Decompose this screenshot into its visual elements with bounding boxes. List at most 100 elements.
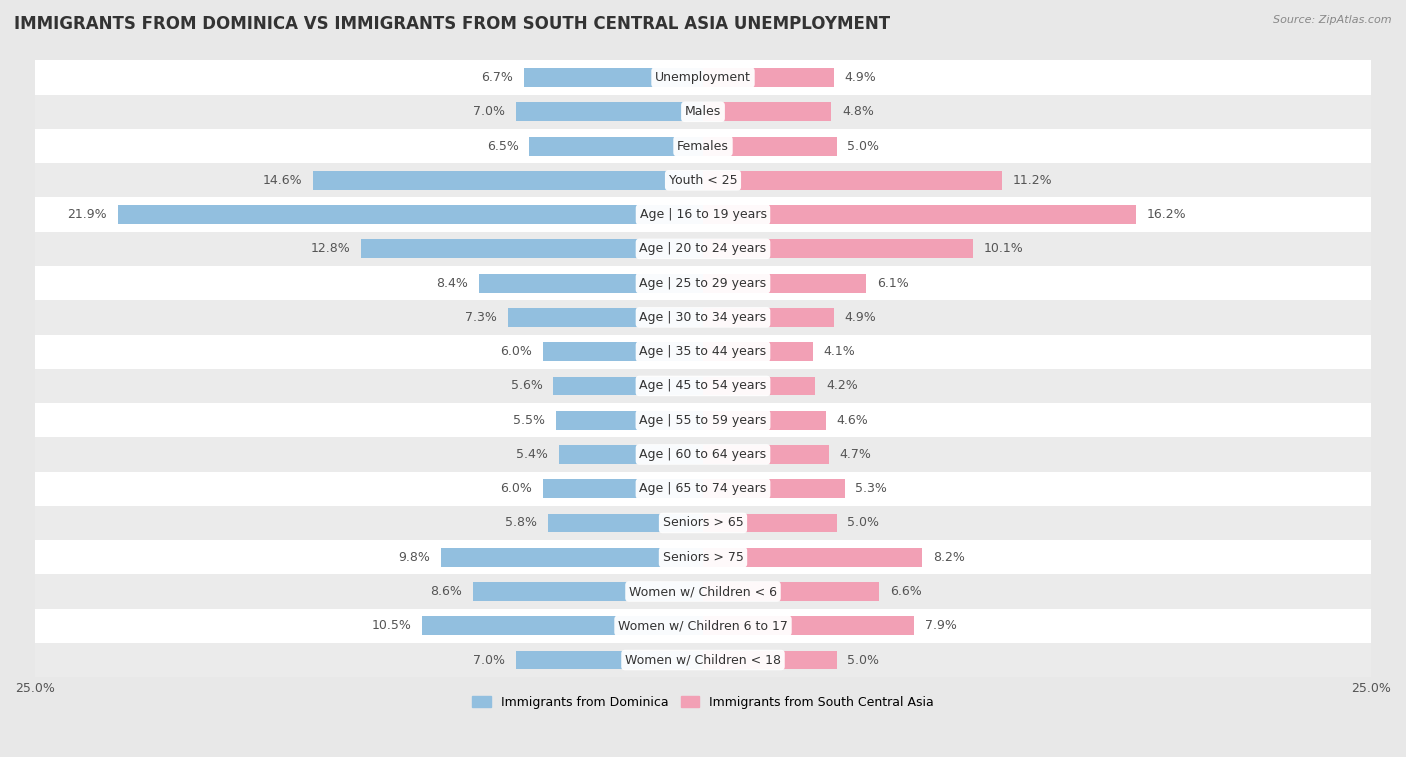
Bar [703,102,831,121]
Bar [35,403,1371,438]
Bar [703,411,825,430]
Text: Females: Females [678,139,728,153]
Text: 5.0%: 5.0% [848,139,879,153]
Bar [703,616,914,635]
Text: 5.0%: 5.0% [848,516,879,529]
Bar [543,479,703,498]
Bar [35,369,1371,403]
Text: 4.9%: 4.9% [845,71,876,84]
Bar [703,650,837,669]
Bar [35,506,1371,540]
Bar [703,582,879,601]
Bar [703,342,813,361]
Text: Unemployment: Unemployment [655,71,751,84]
Text: 12.8%: 12.8% [311,242,350,255]
Bar [35,266,1371,301]
Bar [35,61,1371,95]
Text: Age | 60 to 64 years: Age | 60 to 64 years [640,448,766,461]
Text: Seniors > 75: Seniors > 75 [662,551,744,564]
Bar [508,308,703,327]
Bar [35,575,1371,609]
Bar [35,540,1371,575]
Text: Age | 16 to 19 years: Age | 16 to 19 years [640,208,766,221]
Text: 4.2%: 4.2% [825,379,858,392]
Bar [35,95,1371,129]
Text: 4.1%: 4.1% [824,345,855,358]
Text: 7.0%: 7.0% [474,653,505,666]
Text: Women w/ Children < 18: Women w/ Children < 18 [626,653,780,666]
Bar [35,335,1371,369]
Bar [543,342,703,361]
Bar [422,616,703,635]
Bar [703,171,1002,190]
Text: Age | 25 to 29 years: Age | 25 to 29 years [640,276,766,290]
Text: 6.7%: 6.7% [481,71,513,84]
Text: 5.4%: 5.4% [516,448,548,461]
Bar [558,445,703,464]
Text: 6.5%: 6.5% [486,139,519,153]
Bar [35,129,1371,164]
Bar [524,68,703,87]
Text: 4.6%: 4.6% [837,413,869,427]
Bar [703,274,866,292]
Bar [35,438,1371,472]
Bar [516,650,703,669]
Text: 14.6%: 14.6% [263,174,302,187]
Legend: Immigrants from Dominica, Immigrants from South Central Asia: Immigrants from Dominica, Immigrants fro… [467,691,939,714]
Text: 4.7%: 4.7% [839,448,872,461]
Text: 5.0%: 5.0% [848,653,879,666]
Bar [703,308,834,327]
Text: Age | 45 to 54 years: Age | 45 to 54 years [640,379,766,392]
Text: 9.8%: 9.8% [398,551,430,564]
Bar [703,548,922,567]
Text: 6.0%: 6.0% [501,345,531,358]
Bar [703,513,837,532]
Bar [35,198,1371,232]
Bar [35,472,1371,506]
Text: Age | 65 to 74 years: Age | 65 to 74 years [640,482,766,495]
Bar [703,205,1136,224]
Text: Age | 20 to 24 years: Age | 20 to 24 years [640,242,766,255]
Text: 5.3%: 5.3% [855,482,887,495]
Bar [118,205,703,224]
Text: 5.8%: 5.8% [505,516,537,529]
Text: 5.5%: 5.5% [513,413,546,427]
Text: 6.0%: 6.0% [501,482,531,495]
Bar [555,411,703,430]
Text: 10.1%: 10.1% [984,242,1024,255]
Bar [35,643,1371,678]
Text: IMMIGRANTS FROM DOMINICA VS IMMIGRANTS FROM SOUTH CENTRAL ASIA UNEMPLOYMENT: IMMIGRANTS FROM DOMINICA VS IMMIGRANTS F… [14,15,890,33]
Text: 7.9%: 7.9% [925,619,956,632]
Bar [703,376,815,395]
Text: 11.2%: 11.2% [1012,174,1053,187]
Text: Age | 55 to 59 years: Age | 55 to 59 years [640,413,766,427]
Bar [703,137,837,155]
Bar [516,102,703,121]
Text: 4.9%: 4.9% [845,311,876,324]
Text: 21.9%: 21.9% [67,208,107,221]
Text: 16.2%: 16.2% [1147,208,1187,221]
Text: 6.1%: 6.1% [877,276,908,290]
Bar [314,171,703,190]
Text: 5.6%: 5.6% [510,379,543,392]
Text: 8.2%: 8.2% [932,551,965,564]
Text: Males: Males [685,105,721,118]
Text: 6.6%: 6.6% [890,585,922,598]
Text: Source: ZipAtlas.com: Source: ZipAtlas.com [1274,15,1392,25]
Text: Women w/ Children < 6: Women w/ Children < 6 [628,585,778,598]
Bar [441,548,703,567]
Bar [35,609,1371,643]
Bar [529,137,703,155]
Text: 10.5%: 10.5% [371,619,412,632]
Bar [548,513,703,532]
Bar [478,274,703,292]
Text: 7.3%: 7.3% [465,311,498,324]
Bar [35,232,1371,266]
Text: Youth < 25: Youth < 25 [669,174,737,187]
Text: 4.8%: 4.8% [842,105,875,118]
Text: 8.6%: 8.6% [430,585,463,598]
Bar [554,376,703,395]
Bar [361,239,703,258]
Bar [35,164,1371,198]
Text: Age | 30 to 34 years: Age | 30 to 34 years [640,311,766,324]
